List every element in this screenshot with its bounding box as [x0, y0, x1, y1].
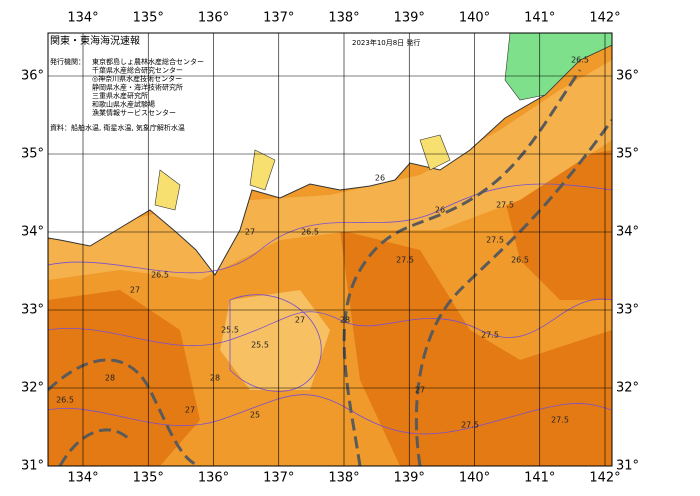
- lat-label: 36°: [616, 69, 639, 84]
- contour-label: 27.5: [461, 421, 479, 430]
- issue-date: 2023年10月8日 発行: [352, 38, 420, 47]
- contour-label: 27.5: [396, 256, 414, 265]
- lon-label: 141°: [524, 471, 555, 486]
- lat-label: 34°: [21, 225, 44, 240]
- contour-label: 27.5: [486, 236, 504, 245]
- kuroshio-axis: [48, 69, 612, 466]
- lat-label: 35°: [616, 147, 639, 162]
- contour-label: 27: [245, 228, 255, 237]
- contour-label: 25.5: [221, 326, 239, 335]
- cool-water: [220, 290, 330, 390]
- contour-label: 27.5: [481, 331, 499, 340]
- lat-label: 32°: [21, 381, 44, 396]
- contour-label: 27.5: [496, 201, 514, 210]
- contour-label: 27: [415, 386, 425, 395]
- publisher: 和歌山県水産試験場: [92, 100, 155, 109]
- contour-label: 26.5: [511, 256, 529, 265]
- lon-label: 140°: [459, 11, 490, 26]
- map-frame: [47, 32, 613, 467]
- lon-label: 138°: [328, 471, 359, 486]
- lat-label: 33°: [21, 303, 44, 318]
- lon-label: 141°: [524, 11, 555, 26]
- lon-label: 136°: [198, 471, 229, 486]
- lon-label: 138°: [328, 11, 359, 26]
- lat-label: 36°: [21, 69, 44, 84]
- lon-label: 136°: [198, 11, 229, 26]
- map-area: 26.5 27 27.5 28 25.5 26 25 26.5 27 27.5 28 25.5 26 27…: [48, 33, 612, 466]
- warm-water: [48, 290, 200, 466]
- lon-label: 140°: [459, 471, 490, 486]
- lon-label: 134°: [67, 11, 98, 26]
- publishers: 東京都島しょ農林水産総合センター千葉県水産総合研究センター◎神奈川県水産技術セン…: [92, 57, 204, 117]
- publisher: 東京都島しょ農林水産総合センター: [92, 57, 204, 66]
- lat-label: 35°: [21, 147, 44, 162]
- contour-label: 27: [185, 406, 195, 415]
- lat-label: 32°: [616, 381, 639, 396]
- publisher: 三重県水産研究所: [92, 91, 148, 100]
- warm-water: [340, 230, 612, 466]
- contour-label: 26.5: [56, 396, 74, 405]
- lon-label: 142°: [589, 471, 620, 486]
- contour-label: 27: [295, 316, 305, 325]
- lat-label: 31°: [21, 459, 44, 474]
- contour-label: 26.5: [301, 228, 319, 237]
- axis-labels: 134° 134° 135° 135° 136° 136° 137° 137° 138° 138°…: [21, 11, 639, 486]
- lat-label: 31°: [616, 459, 639, 474]
- contour-label: 26.5: [571, 56, 589, 65]
- publisher: ◎神奈川県水産技術センター: [92, 74, 182, 83]
- contour-label: 26: [375, 174, 385, 183]
- contour-label: 26: [435, 206, 445, 215]
- publisher: 漁業情報サービスセンター: [92, 108, 176, 117]
- contour-label: 28: [340, 316, 350, 325]
- publisher: 千葉県水産総合研究センター: [92, 66, 183, 75]
- lon-label: 135°: [133, 471, 164, 486]
- contour-label: 25.5: [251, 341, 269, 350]
- isotherms: [48, 183, 612, 435]
- graticule: [48, 33, 612, 466]
- contour-label: 27: [130, 286, 140, 295]
- contour-label: 26.5: [151, 271, 169, 280]
- contour-label: 28: [210, 374, 220, 383]
- lon-label: 134°: [67, 471, 98, 486]
- contour-label: 28: [105, 374, 115, 383]
- data-source: 資料：船舶水温, 衛星水温, 気象庁解析水温: [50, 123, 185, 132]
- publisher: 静岡県水産・海洋技術研究所: [92, 83, 183, 92]
- lat-label: 34°: [616, 225, 639, 240]
- lon-label: 142°: [589, 11, 620, 26]
- map-title: 関東・東海海況速報: [50, 34, 140, 47]
- lon-label: 137°: [263, 471, 294, 486]
- lon-label: 139°: [394, 471, 425, 486]
- lat-label: 33°: [616, 303, 639, 318]
- publishers-heading: 発行機関：: [50, 57, 85, 66]
- lon-label: 139°: [394, 11, 425, 26]
- bay: [154, 134, 451, 211]
- lon-label: 135°: [133, 11, 164, 26]
- contour-label: 27.5: [551, 416, 569, 425]
- cold-water: [504, 33, 612, 101]
- contour-label: 25: [250, 411, 260, 420]
- contour-labels: 26.5 27 27.5 28 25.5 26 25 26.5 27 27.5 28 25.5 26 27…: [56, 56, 589, 430]
- lon-label: 137°: [263, 11, 294, 26]
